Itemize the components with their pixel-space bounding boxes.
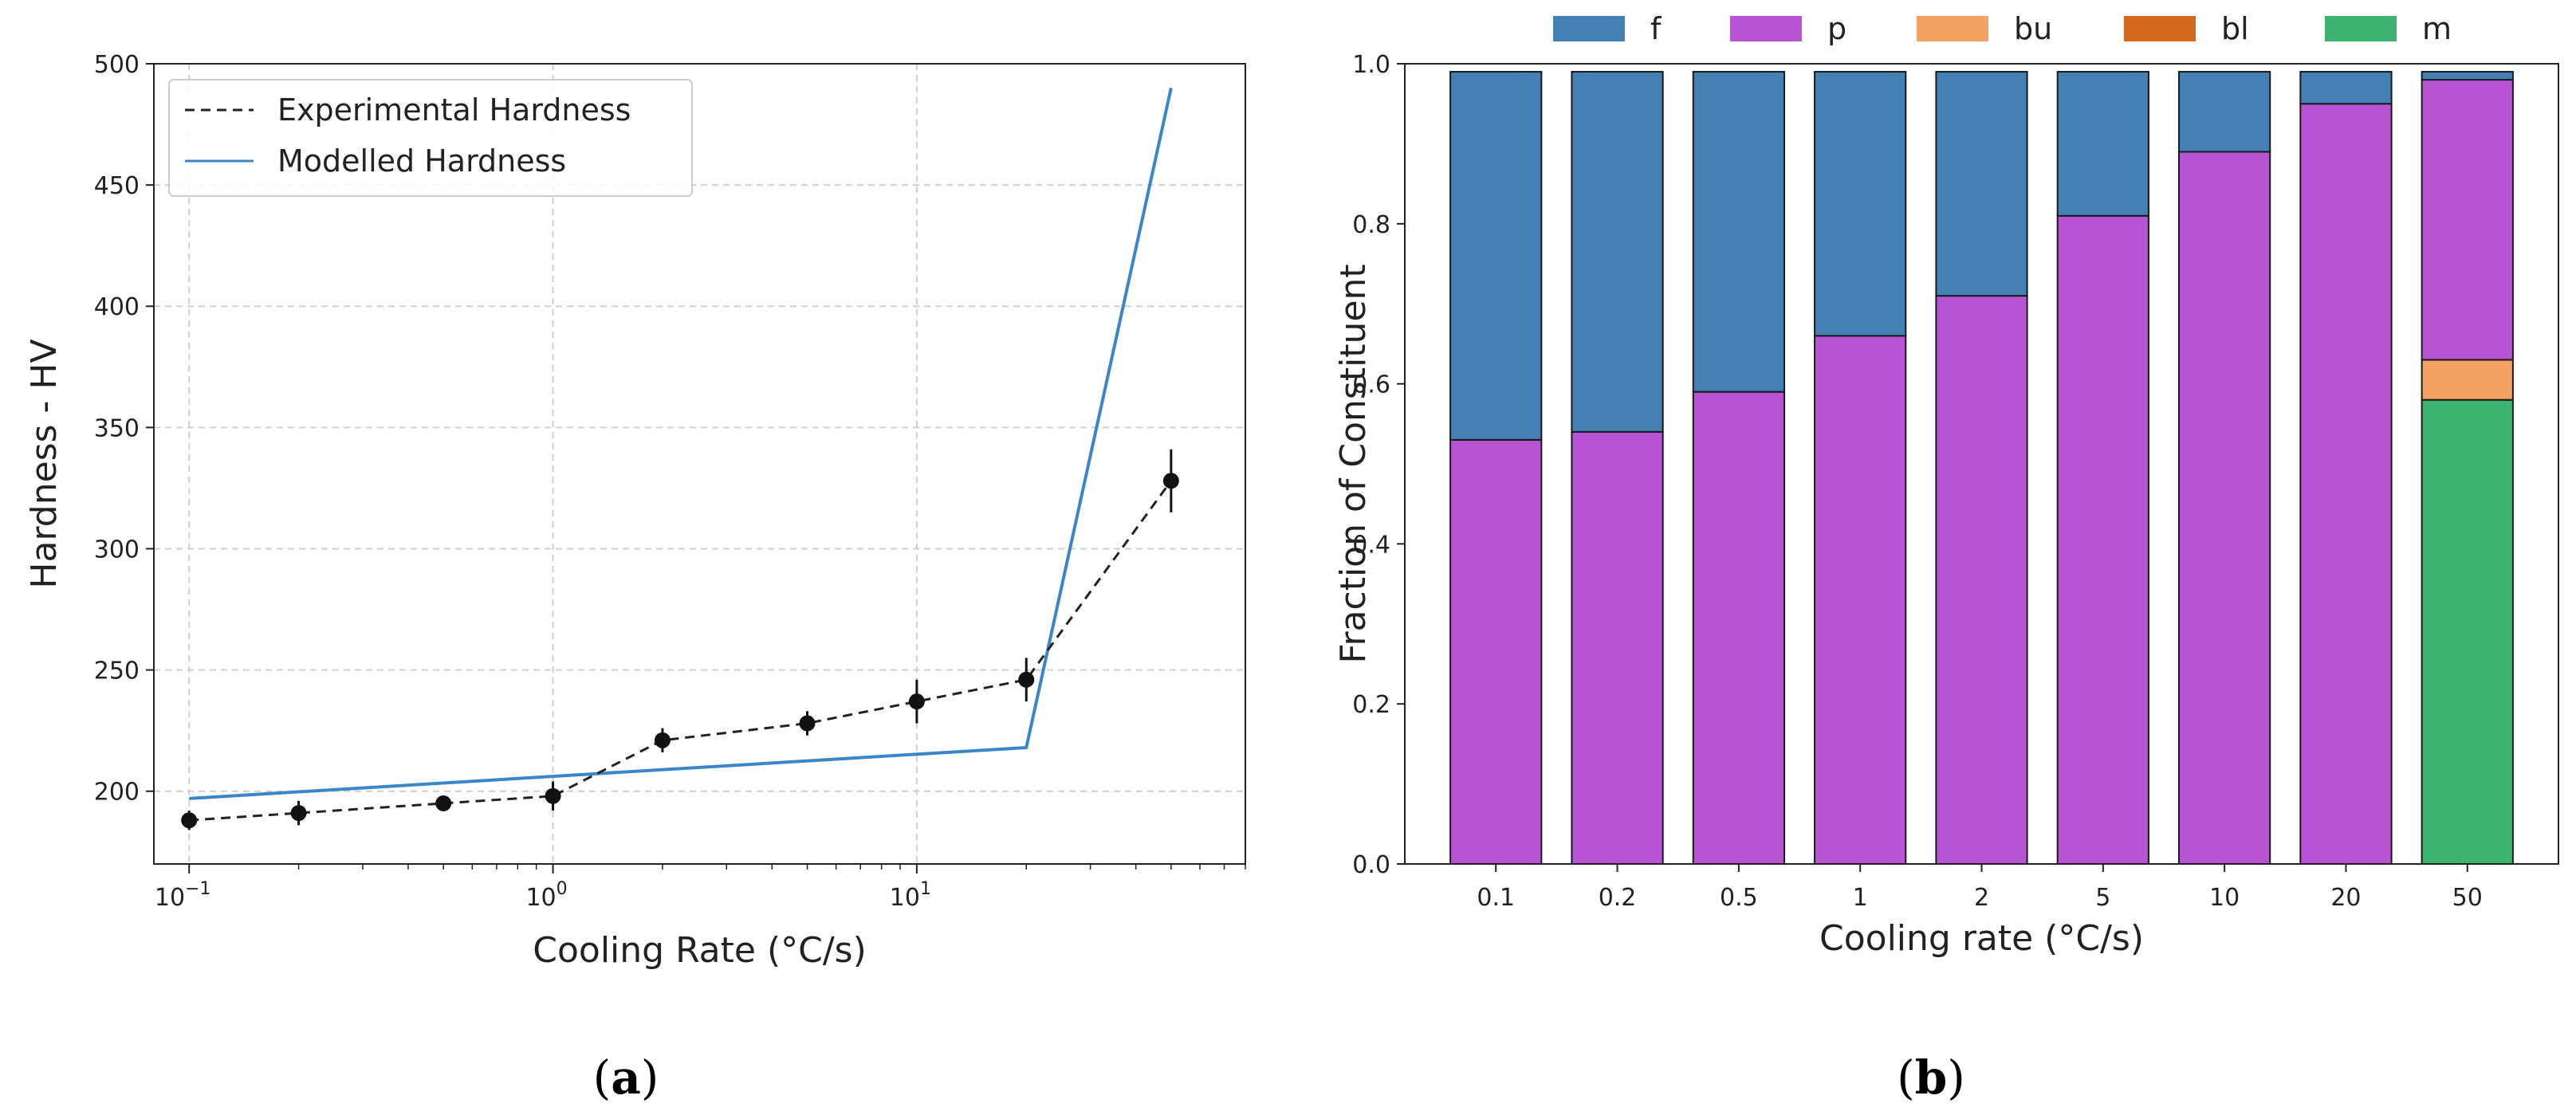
bar-segment-p-0-2: [1571, 430, 1664, 865]
panel-b-y-axis-label: Fraction of Constituent: [1333, 264, 1374, 663]
panel-b-legend: f p bu bl m: [1553, 11, 2452, 46]
experimental-data-point: [654, 732, 671, 748]
panel-a-legend: Experimental Hardness Modelled Hardness: [168, 79, 693, 197]
legend-swatch-m: [2325, 16, 2397, 41]
panel-b-x-tick-label: 1: [1853, 884, 1868, 912]
bar-segment-f-0-5: [1692, 71, 1785, 393]
experimental-data-point: [1162, 473, 1179, 489]
legend-label-p: p: [1827, 11, 1846, 46]
panel-b-bars: [1449, 71, 2514, 866]
panel-b-x-tick-label: 5: [2095, 884, 2110, 912]
panel-a-y-tick-label: 200: [94, 779, 140, 807]
panel-b-caption: (b): [1897, 1050, 1965, 1105]
experimental-data-point: [435, 795, 452, 811]
legend-label-m: m: [2422, 11, 2452, 46]
panel-b-x-tick-label: 20: [2330, 884, 2361, 912]
bar-segment-f-50: [2421, 71, 2514, 81]
panel-b-y-tick-label: 1.0: [1352, 51, 1390, 79]
bar-segment-f-0-1: [1449, 71, 1543, 441]
bar-segment-p-50: [2421, 79, 2514, 361]
panel-a-y-tick-label: 350: [94, 414, 140, 442]
bar-segment-f-2: [1935, 71, 2028, 297]
panel-a-y-axis-label: Hardness - HV: [24, 339, 65, 588]
experimental-data-point: [799, 715, 816, 732]
legend-label-modelled-hardness: Modelled Hardness: [277, 143, 566, 179]
bar-segment-f-20: [2299, 71, 2393, 105]
experimental-data-point: [1018, 671, 1035, 688]
bar-segment-bu-50: [2421, 359, 2514, 401]
bar-segment-f-1: [1814, 71, 1907, 337]
legend-label-f: f: [1650, 11, 1662, 46]
bar-segment-m-50: [2421, 399, 2514, 865]
panel-a-y-tick-label: 400: [94, 293, 140, 321]
legend-label-bu: bu: [2014, 11, 2052, 46]
panel-a-caption-letter: a: [611, 1050, 641, 1105]
panel-b-x-tick-label: 0.2: [1599, 884, 1637, 912]
panel-a-x-axis-label: Cooling Rate (°C/s): [533, 930, 867, 971]
experimental-data-point: [908, 693, 925, 710]
bar-segment-f-5: [2056, 71, 2149, 217]
legend-label-bl: bl: [2221, 11, 2249, 46]
panel-b-y-tick-label: 0.2: [1352, 691, 1390, 719]
panel-a-x-tick-label: 10−1: [155, 879, 211, 912]
bar-segment-p-10: [2178, 151, 2271, 865]
panel-a-plot-frame: [153, 63, 1246, 865]
panel-a-y-tick-label: 450: [94, 172, 140, 200]
panel-b-caption-letter: b: [1915, 1050, 1948, 1105]
panel-b-x-tick-label: 0.1: [1477, 884, 1515, 912]
experimental-data-point: [545, 787, 561, 804]
legend-swatch-f: [1553, 16, 1625, 41]
panel-a-legend-box: [168, 79, 693, 197]
bar-segment-p-0-1: [1449, 438, 1543, 865]
bar-segment-p-2: [1935, 295, 2028, 866]
panel-a-ticks: 200 250 300 350 400 450 500 10−1 100 101: [94, 51, 1246, 912]
panel-a-series: [181, 87, 1179, 830]
panel-b-x-tick-label: 0.5: [1720, 884, 1758, 912]
legend-swatch-p: [1730, 16, 1802, 41]
panel-b-constituent-chart: 0.0 0.2 0.4 0.6 0.8 1.0 0.1 0.2 0.5 1 2 5 10 20 50 Coo…: [1333, 11, 2559, 1105]
legend-swatch-bu: [1917, 16, 1988, 41]
panel-a-x-tick-label: 101: [890, 879, 931, 912]
bar-segment-f-0-2: [1571, 71, 1664, 433]
bar-segment-p-20: [2299, 103, 2393, 865]
bar-segment-f-10: [2178, 71, 2271, 153]
panel-a-y-tick-label: 300: [94, 536, 140, 563]
panel-a-caption: (a): [593, 1050, 659, 1105]
bar-segment-p-0-5: [1692, 391, 1785, 865]
panel-a-hardness-chart: 200 250 300 350 400 450 500 10−1 100 101 Cooling …: [24, 51, 1246, 1105]
legend-swatch-bl: [2124, 16, 2196, 41]
experimental-data-point: [181, 812, 198, 829]
panel-b-x-axis-label: Cooling rate (°C/s): [1819, 918, 2144, 959]
panel-b-x-tick-label: 10: [2209, 884, 2240, 912]
legend-label-experimental-hardness: Experimental Hardness: [277, 92, 631, 128]
series-line-modelled-hardness: [189, 87, 1173, 800]
panel-b-y-tick-label: 0.4: [1352, 531, 1390, 559]
bar-segment-p-5: [2056, 214, 2149, 865]
panel-b-y-tick-label: 0.0: [1352, 851, 1390, 879]
panel-b-x-tick-label: 2: [1974, 884, 1989, 912]
panel-b-ticks: 0.0 0.2 0.4 0.6 0.8 1.0 0.1 0.2 0.5 1 2 5 10 20 50: [1352, 51, 2483, 912]
experimental-data-point: [290, 805, 307, 822]
panel-a-x-tick-label: 100: [525, 879, 567, 912]
panel-a-y-tick-label: 250: [94, 658, 140, 685]
panel-a-y-tick-label: 500: [94, 51, 140, 79]
panel-b-y-tick-label: 0.6: [1352, 371, 1390, 399]
bar-segment-p-1: [1814, 335, 1907, 865]
panel-b-x-tick-label: 50: [2452, 884, 2483, 912]
panel-b-y-tick-label: 0.8: [1352, 211, 1390, 239]
